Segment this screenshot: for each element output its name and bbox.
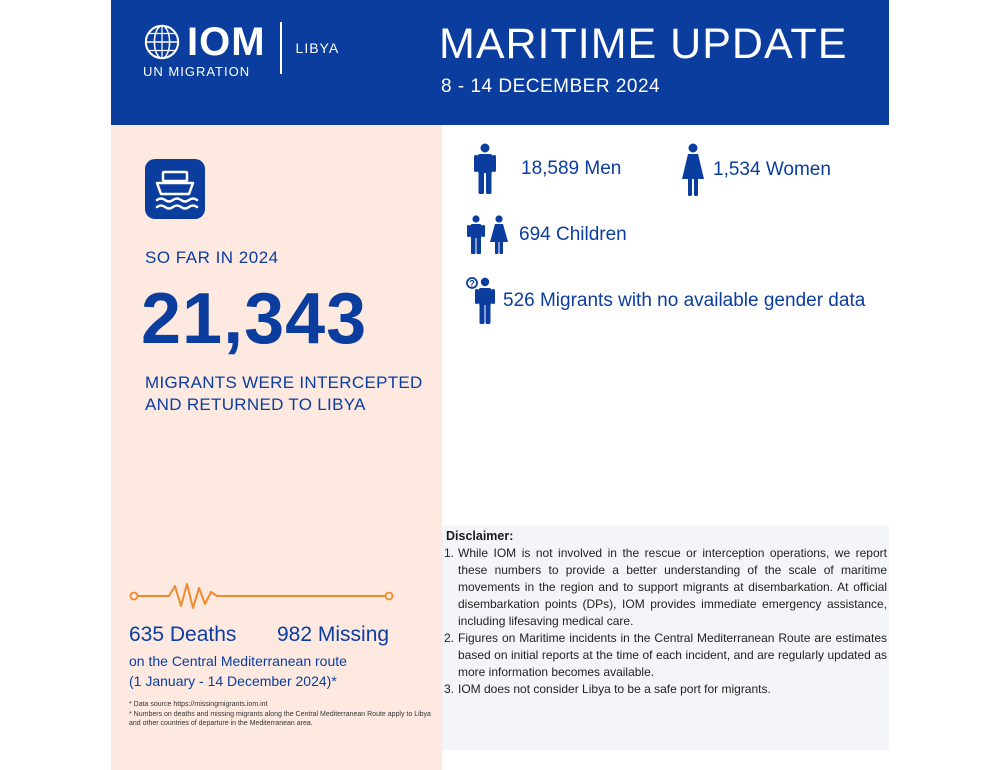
- svg-text:?: ?: [469, 279, 475, 289]
- woman-icon: [682, 143, 704, 196]
- disclaimer-item-number: 2.: [444, 631, 455, 645]
- disclaimer-box: Disclaimer: 1. While IOM is not involved…: [442, 525, 889, 750]
- unknown-count: 526 Migrants with no available gender da…: [503, 290, 866, 311]
- page-title: MARITIME UPDATE: [439, 20, 848, 68]
- logo-country: LIBYA: [295, 40, 340, 56]
- un-globe-icon: [144, 24, 180, 60]
- children-stat: 694 Children: [465, 215, 627, 255]
- missing-count: 982 Missing: [277, 623, 390, 646]
- disclaimer-item-text: While IOM is not involved in the rescue …: [458, 546, 887, 628]
- disclaimer-title: Disclaimer:: [446, 529, 514, 543]
- man-icon: [474, 143, 496, 194]
- deaths-count: 635 Deaths: [129, 623, 237, 646]
- men-stat: 18,589 Men: [473, 143, 621, 195]
- iom-logo: IOM UN MIGRATION LIBYA: [143, 22, 339, 79]
- heartbeat-line-icon: [129, 583, 394, 609]
- men-count: 18,589 Men: [521, 158, 622, 179]
- disclaimer-item: 2. Figures on Maritime incidents in the …: [444, 630, 887, 681]
- disclaimer-item: 1. While IOM is not involved in the resc…: [444, 545, 887, 630]
- children-icon: [467, 215, 508, 254]
- route-label: on the Central Mediterranean route: [129, 653, 347, 669]
- so-far-label: SO FAR IN 2024: [145, 248, 279, 267]
- date-range: 8 - 14 DECEMBER 2024: [441, 76, 661, 97]
- total-intercepted: 21,343: [141, 279, 368, 359]
- disclaimer-item-text: IOM does not consider Libya to be a safe…: [458, 682, 771, 696]
- women-stat: 1,534 Women: [681, 143, 831, 197]
- source-footnote: * Data source https://missingmigrants.io…: [129, 701, 268, 708]
- logo-wordmark: IOM: [187, 20, 266, 64]
- summary-panel: SO FAR IN 2024 21,343 MIGRANTS WERE INTE…: [111, 125, 442, 770]
- disclaimer-item-text: Figures on Maritime incidents in the Cen…: [458, 631, 887, 679]
- disclaimer-item-number: 1.: [444, 546, 455, 560]
- disclaimer-item-number: 3.: [444, 682, 455, 696]
- disclaimer-item: 3. IOM does not consider Libya to be a s…: [444, 681, 887, 698]
- intercepted-line-1: MIGRANTS WERE INTERCEPTED: [145, 373, 423, 392]
- boat-icon: [145, 159, 205, 219]
- logo-divider: [279, 22, 282, 74]
- intercepted-text: MIGRANTS WERE INTERCEPTED AND RETURNED T…: [145, 372, 440, 416]
- scope-footnote: * Numbers on deaths and missing migrants…: [129, 711, 431, 727]
- intercepted-line-2: AND RETURNED TO LIBYA: [145, 395, 366, 414]
- logo-subtitle: UN MIGRATION: [143, 64, 251, 79]
- unknown-gender-stat: ? 526 Migrants with no available gender …: [465, 277, 865, 325]
- unknown-person-icon: ?: [466, 277, 495, 324]
- children-count: 694 Children: [519, 224, 627, 245]
- header-banner: IOM UN MIGRATION LIBYA MARITIME UPDATE 8…: [111, 0, 889, 125]
- infographic-card: IOM UN MIGRATION LIBYA MARITIME UPDATE 8…: [111, 0, 889, 770]
- period-label: (1 January - 14 December 2024)*: [129, 673, 337, 689]
- women-count: 1,534 Women: [713, 159, 831, 180]
